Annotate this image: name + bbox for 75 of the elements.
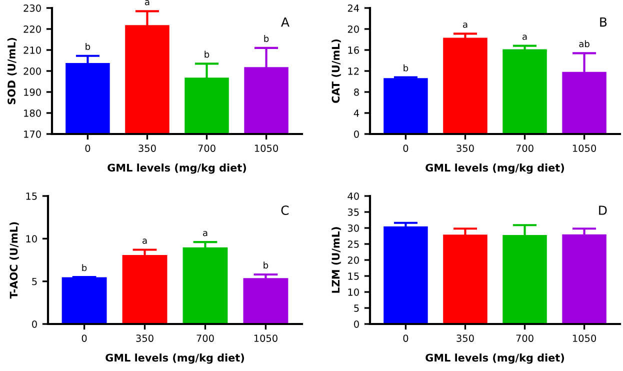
x-tick-label: 0 xyxy=(85,144,90,152)
annotation: A xyxy=(281,17,290,27)
y-tick-label: 170 xyxy=(24,130,41,138)
x-tick-label: 700 xyxy=(516,144,534,152)
y-tick-label: 5 xyxy=(354,304,359,312)
y-tick-label: 0 xyxy=(354,130,359,138)
x-tick-label: 700 xyxy=(198,144,216,152)
y-tick-label: 10 xyxy=(26,235,37,242)
y-tick-label: 190 xyxy=(24,88,41,96)
x-axis-title: GML levels (mg/kg diet) xyxy=(108,164,246,174)
annotation: b xyxy=(264,34,269,42)
x-tick-label: 1050 xyxy=(572,334,596,342)
x-tick-label: 1050 xyxy=(572,144,596,152)
annotation: ab xyxy=(579,40,590,48)
y-tick-label: 25 xyxy=(348,240,359,248)
x-axis-title: GML levels (mg/kg diet) xyxy=(426,354,564,364)
x-axis-title: GML levels (mg/kg diet) xyxy=(106,354,244,364)
x-tick-label: 350 xyxy=(456,334,474,342)
annotation: b xyxy=(264,262,268,269)
bar xyxy=(384,226,428,324)
bar xyxy=(502,49,547,134)
y-tick-label: 0 xyxy=(32,320,37,328)
bar xyxy=(243,278,288,324)
y-tick-label: 210 xyxy=(24,46,41,54)
y-tick-label: 10 xyxy=(348,288,359,296)
y-tick-label: 180 xyxy=(24,109,41,117)
x-tick-label: 350 xyxy=(138,144,156,152)
x-axis-title: GML levels (mg/kg diet) xyxy=(426,164,564,174)
y-tick-label: 16 xyxy=(348,46,359,54)
annotation: b xyxy=(86,42,90,50)
y-tick-label: 220 xyxy=(24,25,41,33)
annotation: a xyxy=(145,0,150,6)
annotation: C xyxy=(281,206,289,215)
y-tick-label: 12 xyxy=(348,67,359,75)
y-tick-label: 20 xyxy=(348,25,359,33)
bar xyxy=(384,78,428,134)
annotation: D xyxy=(599,206,607,215)
y-tick-label: 20 xyxy=(348,256,359,264)
annotation: b xyxy=(82,264,87,272)
x-tick-label: 1050 xyxy=(254,144,278,152)
annotation: B xyxy=(600,17,607,27)
y-tick-label: 230 xyxy=(24,4,41,12)
annotation: a xyxy=(463,22,468,28)
annotation: b xyxy=(404,64,408,72)
y-axis-title: SOD (U/mL) xyxy=(7,38,17,104)
y-tick-label: 40 xyxy=(348,192,359,200)
y-tick-label: 0 xyxy=(354,320,359,328)
y-tick-label: 30 xyxy=(348,224,359,232)
y-axis-title: CAT (U/mL) xyxy=(332,39,341,103)
y-tick-label: 15 xyxy=(26,192,37,200)
y-tick-label: 35 xyxy=(348,208,359,216)
x-tick-label: 0 xyxy=(403,334,408,342)
annotation: a xyxy=(522,34,527,40)
y-tick-label: 4 xyxy=(354,110,360,117)
x-tick-label: 700 xyxy=(516,334,534,342)
x-tick-label: 0 xyxy=(82,334,87,342)
y-tick-label: 200 xyxy=(24,67,41,75)
bar xyxy=(182,247,228,324)
y-tick-label: 8 xyxy=(354,88,359,96)
x-tick-label: 700 xyxy=(196,334,214,342)
x-tick-label: 350 xyxy=(136,334,154,342)
y-axis-title: LZM (U/mL) xyxy=(332,227,341,293)
bar xyxy=(62,277,107,324)
annotation: b xyxy=(204,50,210,58)
x-tick-label: 350 xyxy=(456,144,474,152)
x-tick-label: 0 xyxy=(403,144,408,152)
y-tick-label: 15 xyxy=(348,272,359,280)
y-tick-label: 5 xyxy=(32,278,37,286)
bar xyxy=(443,38,488,134)
x-tick-label: 1050 xyxy=(254,334,278,342)
annotation: a xyxy=(142,238,147,244)
y-tick-label: 24 xyxy=(348,4,360,12)
bar xyxy=(122,255,168,324)
annotation: a xyxy=(203,230,208,236)
y-axis-title: T-AOC (U/mL) xyxy=(10,222,19,299)
